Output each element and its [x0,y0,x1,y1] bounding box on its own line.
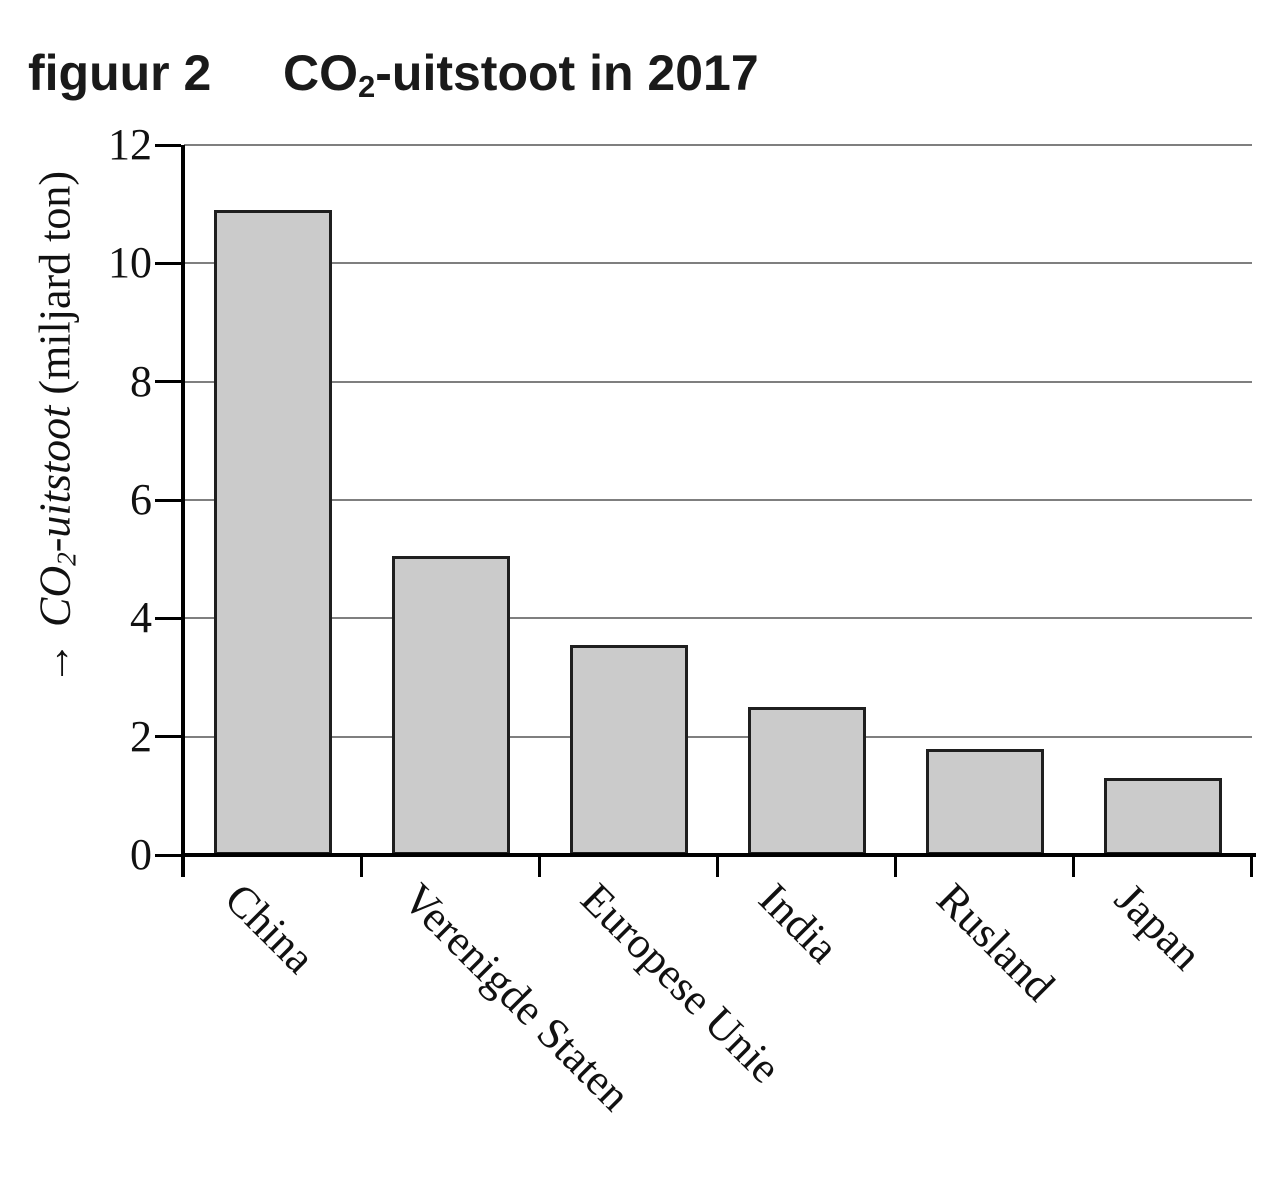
figure-title: CO2-uitstoot in 2017 [283,48,759,102]
y-tick-8 [155,380,181,384]
gridline-4 [183,617,1252,620]
x-tick-3 [716,855,719,877]
x-category-label-india: India [748,873,848,973]
y-tick-label-8: 8 [130,356,152,406]
y-axis-line [181,145,185,877]
gridline-6 [183,499,1252,501]
bar-europese-unie [569,644,688,855]
y-tick-0 [155,853,181,857]
gridline-12 [183,144,1252,146]
x-tick-6 [1250,855,1253,877]
y-tick-label-0: 0 [130,830,152,879]
x-tick-4 [894,855,897,877]
y-tick-6 [155,498,181,502]
figure-title-subscript: 2 [358,68,376,104]
y-tick-label-12: 12 [108,120,152,169]
figure-title-co: CO [283,45,358,101]
x-category-label-japan: Japan [1104,873,1211,980]
y-tick-label-4: 4 [130,593,152,643]
bar-verenigde-staten [391,556,510,855]
x-category-label-rusland: Rusland [926,873,1064,1011]
figure-title-rest: -uitstoot in 2017 [375,45,759,101]
y-tick-label-2: 2 [130,711,152,761]
y-tick-12 [155,143,181,147]
x-tick-5 [1072,855,1075,877]
x-tick-2 [538,855,541,877]
x-tick-0 [182,855,185,877]
gridline-10 [183,262,1252,265]
bar-china [213,210,332,855]
x-category-label-china: China [214,873,324,983]
x-tick-1 [360,855,363,877]
bar-japan [1103,778,1222,855]
y-tick-10 [155,261,181,265]
y-tick-label-6: 6 [130,475,152,524]
figure-label: figuur 2 [28,45,212,101]
bar-india [747,707,866,855]
y-tick-2 [155,735,181,739]
bar-rusland [925,748,1044,855]
gridline-8 [183,380,1252,383]
y-tick-label-10: 10 [108,238,152,288]
gridline-2 [183,735,1252,738]
y-tick-4 [155,616,181,620]
